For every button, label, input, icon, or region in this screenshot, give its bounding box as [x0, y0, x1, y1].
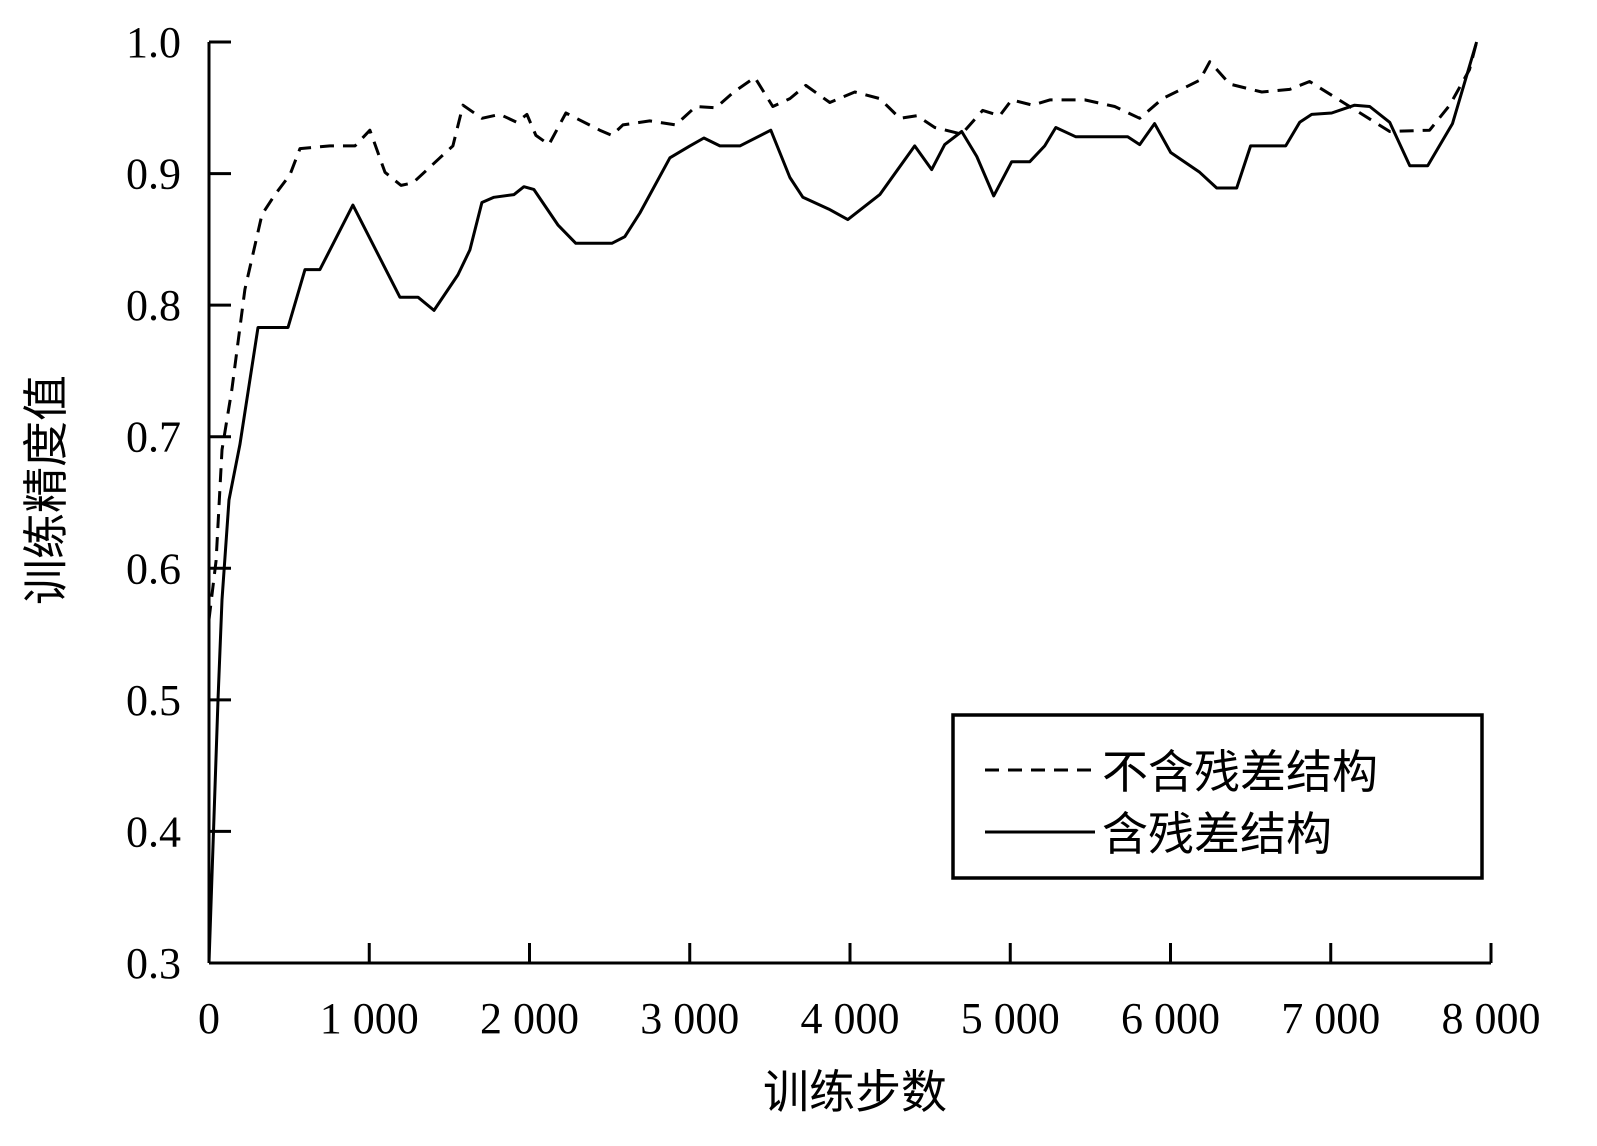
y-tick-label: 0.6 — [126, 544, 181, 593]
y-tick-label: 0.7 — [126, 413, 181, 462]
y-axis-label: 训练精度值 — [21, 375, 72, 605]
x-tick-label: 7 000 — [1281, 994, 1380, 1043]
x-axis-label: 训练步数 — [763, 1067, 947, 1118]
y-tick-label: 0.9 — [126, 150, 181, 199]
y-tick-label: 0.4 — [126, 807, 181, 856]
y-tick-label: 0.3 — [126, 939, 181, 988]
x-tick-label: 3 000 — [640, 994, 739, 1043]
y-tick-label: 1.0 — [126, 18, 181, 67]
x-tick-label: 2 000 — [480, 994, 579, 1043]
x-tick-label: 6 000 — [1121, 994, 1220, 1043]
legend-label-residual: 含残差结构 — [1102, 809, 1332, 860]
y-tick-label: 0.5 — [126, 676, 181, 725]
x-tick-label: 4 000 — [801, 994, 900, 1043]
axes: 0.3 0.4 0.5 0.6 0.7 0.8 0.9 1.0 0 1 000 2 000 3 000… — [126, 18, 1541, 1043]
series-line-residual — [207, 41, 1479, 964]
x-tick-label: 5 000 — [961, 994, 1060, 1043]
y-tick-label: 0.8 — [126, 281, 181, 330]
x-tick-label: 8 000 — [1442, 994, 1541, 1043]
series-line-no-residual — [207, 41, 1479, 620]
legend: 不含残差结构 含残差结构 — [951, 713, 1484, 880]
series-group — [207, 41, 1479, 964]
legend-label-no-residual: 不含残差结构 — [1102, 747, 1378, 798]
x-tick-label: 0 — [198, 994, 220, 1043]
x-tick-label: 1 000 — [320, 994, 419, 1043]
legend-box — [951, 713, 1484, 880]
